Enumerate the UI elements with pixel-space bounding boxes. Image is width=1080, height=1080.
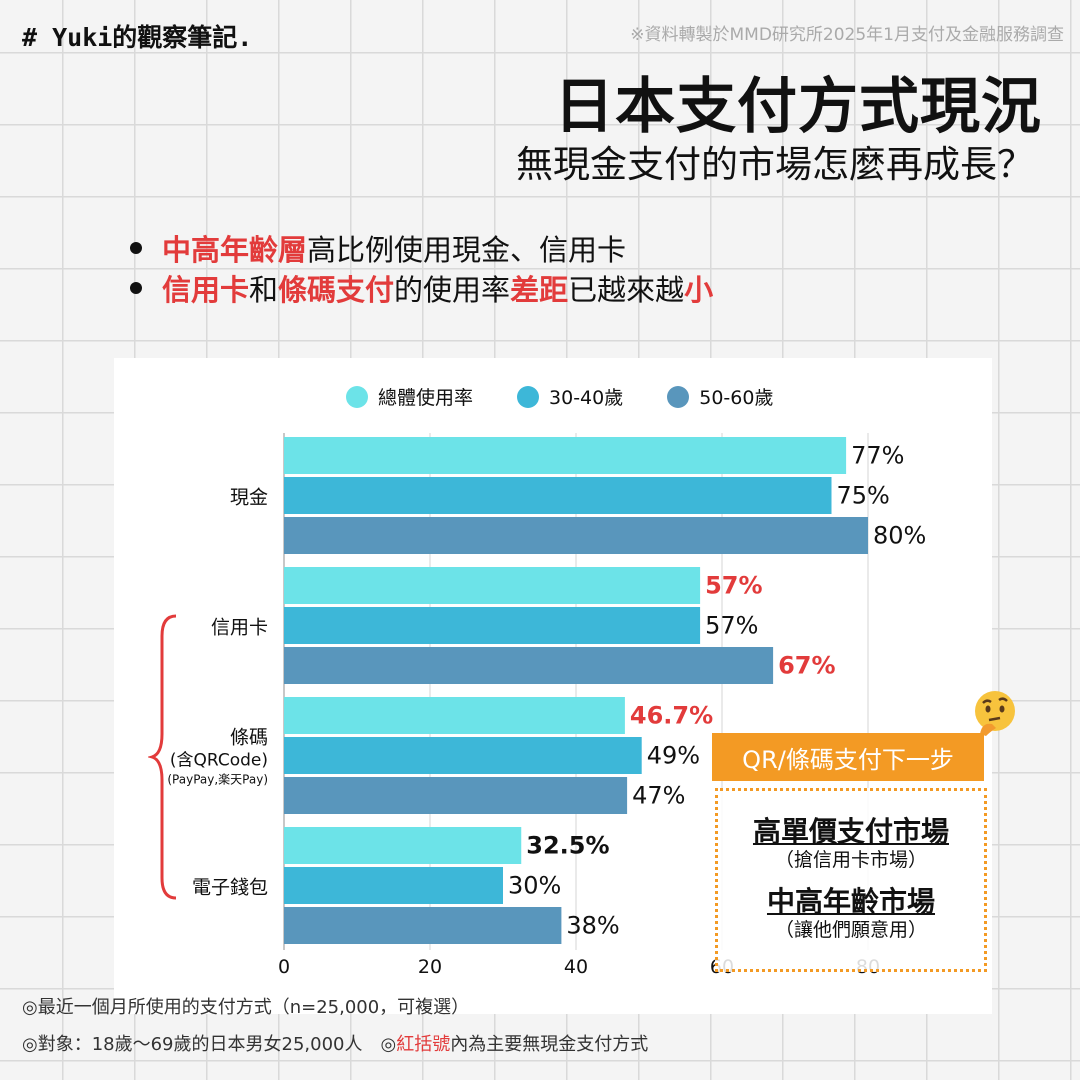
data-label: 30%: [508, 872, 561, 900]
red-bracket-icon: [148, 614, 177, 900]
bar: [284, 477, 832, 514]
page-title: 日本支付方式現況: [554, 72, 1042, 142]
data-label: 80%: [873, 522, 926, 550]
category-label: (PayPay,楽天Pay): [167, 773, 268, 787]
callout-heading: QR/條碼支付下一步: [712, 733, 984, 781]
chart-legend: 總體使用率 30-40歲 50-60歲: [346, 383, 817, 410]
bullet-list: 中高年齡層高比例使用現金、信用卡 信用卡和條碼支付的使用率差距已越來越小: [130, 228, 713, 308]
footnote-2: ◎對象：18歲～69歲的日本男女25,000人 ◎紅括號內為主要無現金支付方式: [22, 1030, 648, 1056]
hashtag-label: # Yuki的觀察筆記.: [22, 23, 253, 52]
legend-swatch: [517, 385, 540, 408]
bar: [284, 777, 628, 814]
category-label: 電子錢包: [192, 877, 268, 899]
x-tick-label: 0: [278, 956, 290, 978]
bar: [284, 737, 642, 774]
callout-line-2: 中高年齡市場: [766, 885, 935, 918]
callout-box: 高單價支付市場 （搶信用卡市場） 中高年齡市場 （讓他們願意用）: [715, 788, 987, 972]
bullet-segment: 差距: [510, 273, 569, 307]
bullet-segment: 中高年齡層: [162, 233, 308, 267]
bullet-dot-icon: [130, 282, 142, 294]
page-subtitle: 無現金支付的市場怎麼再成長？: [516, 143, 1034, 186]
bullet-segment: 和: [249, 273, 279, 307]
legend-item-30-40: 30-40歲: [517, 383, 623, 410]
bar: [284, 517, 868, 554]
legend-label: 50-60歲: [699, 387, 774, 409]
data-label: 38%: [566, 912, 619, 940]
bar: [284, 697, 625, 734]
bar: [284, 437, 847, 474]
bar: [284, 827, 522, 864]
data-label: 57%: [705, 572, 762, 600]
data-label: 47%: [632, 782, 685, 810]
bullet-segment: 已越來越: [568, 273, 685, 307]
legend-item-50-60: 50-60歲: [667, 383, 773, 410]
footnote-2-b: 內為主要無現金支付方式: [450, 1034, 649, 1055]
bullet-dot-icon: [130, 242, 142, 254]
data-label: 67%: [778, 652, 835, 680]
x-tick-label: 40: [564, 956, 588, 978]
legend-label: 30-40歲: [549, 387, 624, 409]
legend-label: 總體使用率: [378, 387, 474, 409]
thinking-face-icon: [975, 691, 1015, 736]
bullet-segment: 信用卡: [162, 273, 250, 307]
data-label: 75%: [837, 482, 890, 510]
footnote-2-red: 紅括號: [396, 1034, 451, 1055]
category-label: (含QRCode): [170, 751, 268, 771]
bar: [284, 567, 701, 604]
data-label: 49%: [647, 742, 700, 770]
bullet-item-2: 信用卡和條碼支付的使用率差距已越來越小: [130, 268, 713, 308]
legend-swatch: [667, 385, 690, 408]
bar: [284, 647, 774, 684]
bullet-segment: 高比例使用現金、信用卡: [307, 233, 627, 267]
data-label: 57%: [705, 612, 758, 640]
bullet-text-2: 信用卡和條碼支付的使用率差距已越來越小: [162, 267, 713, 309]
bullet-segment: 條碼支付: [278, 273, 395, 307]
callout-line-1: 高單價支付市場: [752, 815, 949, 848]
x-tick-label: 20: [418, 956, 442, 978]
category-label: 現金: [230, 487, 268, 509]
data-label: 46.7%: [630, 702, 713, 730]
footnote-1: ◎最近一個月所使用的支付方式（n=25,000，可複選）: [22, 997, 470, 1018]
data-label: 32.5%: [526, 832, 609, 860]
bullet-segment: 的使用率: [394, 273, 511, 307]
bullet-segment: 小: [684, 273, 714, 307]
bar: [284, 867, 503, 904]
category-label: 條碼: [230, 727, 268, 749]
bar: [284, 907, 562, 944]
legend-swatch: [346, 385, 368, 408]
bullet-text-1: 中高年齡層高比例使用現金、信用卡: [162, 227, 626, 269]
callout-line-1-sub: （搶信用卡市場）: [774, 849, 927, 871]
category-label: 信用卡: [211, 617, 268, 639]
bar: [284, 607, 701, 644]
callout-line-2-sub: （讓他們願意用）: [774, 919, 927, 941]
footnote-2-a: ◎對象：18歲～69歲的日本男女25,000人 ◎: [22, 1034, 397, 1055]
data-label: 77%: [851, 442, 904, 470]
source-note: ※資料轉製於MMD研究所2025年1月支付及金融服務調查: [630, 25, 1064, 45]
legend-item-overall: 總體使用率: [346, 383, 473, 410]
bullet-item-1: 中高年齡層高比例使用現金、信用卡: [130, 228, 713, 268]
